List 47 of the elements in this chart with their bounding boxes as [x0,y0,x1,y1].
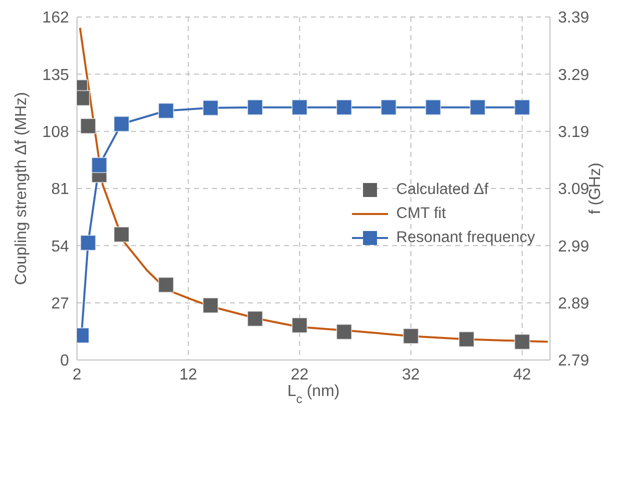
legend-label: Calculated Δf [396,180,488,200]
point [114,116,130,132]
y2-tick-label: 2.79 [558,352,590,370]
point [292,317,308,334]
point [158,276,174,293]
y-tick-label: 135 [42,66,70,84]
point [514,334,530,350]
point [470,99,486,116]
y2-axis-title: f (GHz) [587,162,604,214]
point [514,99,530,116]
point [80,118,96,134]
point [202,100,219,116]
y2-tick-label: 2.89 [558,296,590,313]
point [380,99,397,116]
y-tick-label: 162 [42,10,70,27]
x-tick-label: 2 [72,366,82,384]
y-tick-label: 0 [60,352,70,370]
point [114,226,130,242]
point [336,99,352,116]
y-axis-title: Coupling strength Δf (MHz) [13,92,30,285]
y-tick-label: 108 [42,124,70,142]
legend-label: Resonant frequency [396,228,535,248]
point [336,324,352,340]
y-tick-label: 81 [51,181,70,198]
x-tick-label: 42 [513,366,532,384]
x-axis-title: L$_{c}$ (nm) [287,383,340,406]
point [292,99,308,116]
y2-tick-label: 3.39 [558,10,590,27]
point [202,297,219,314]
point [247,99,264,116]
y2-tick-label: 2.99 [558,238,590,256]
x-tick-label: 12 [179,366,198,384]
point [402,328,419,344]
point [425,99,442,116]
point [91,157,108,174]
point [80,234,96,251]
x-tick-label: 32 [402,366,420,384]
y2-tick-label: 3.19 [558,124,590,142]
x-tick-label: 22 [290,366,309,384]
point [458,331,475,348]
legend-label: CMT fit [396,204,446,224]
y-tick-label: 27 [51,296,70,313]
y2-tick-label: 3.09 [558,181,590,198]
y2-tick-label: 3.29 [558,66,590,84]
y-tick-label: 54 [51,238,70,256]
point [247,310,264,327]
point [158,102,174,119]
